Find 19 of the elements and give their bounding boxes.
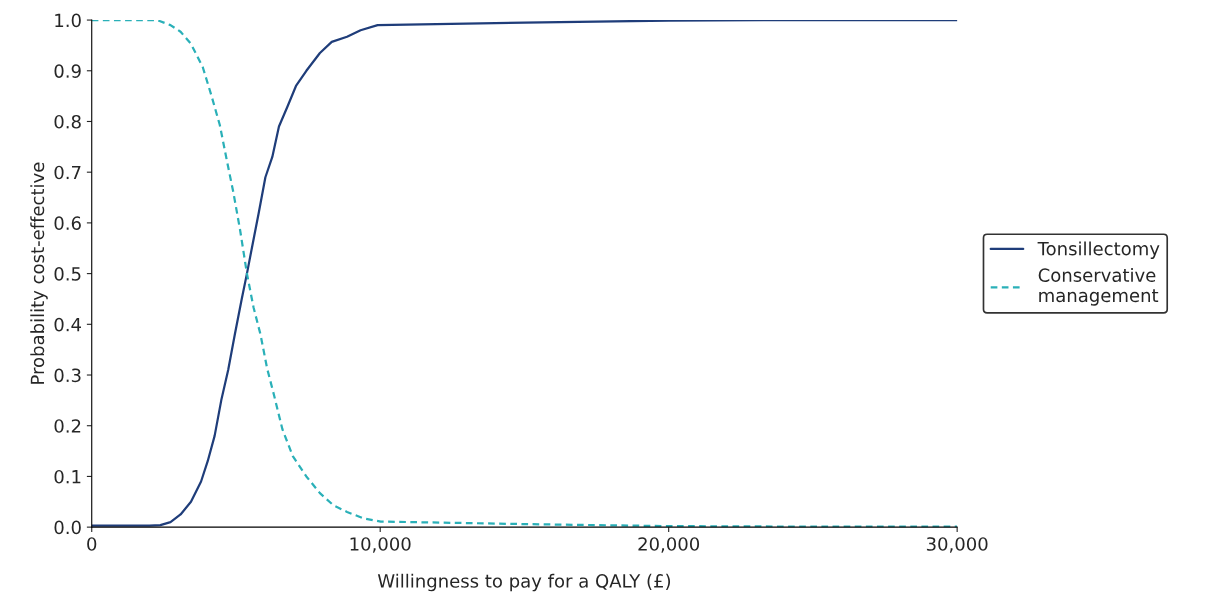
y-tick-label: 0.5 xyxy=(54,267,81,281)
y-tick-label: 0.1 xyxy=(54,469,81,484)
y-tick-label: 0.9 xyxy=(54,64,81,78)
x-tick-label: 20,000 xyxy=(638,537,700,553)
legend-label: Tonsillectomy xyxy=(1037,241,1160,259)
x-tick-label: 30,000 xyxy=(926,537,988,553)
legend-label: Conservative management xyxy=(1038,268,1159,306)
y-tick-label: 0.2 xyxy=(54,419,81,433)
x-tick-label: 10,000 xyxy=(350,537,411,553)
y-tick-label: 0.8 xyxy=(54,114,81,129)
y-tick-label: 0.4 xyxy=(54,317,81,332)
x-axis-title: Willingness to pay for a QALY (£) xyxy=(377,573,671,592)
y-tick-label: 0.0 xyxy=(54,520,81,535)
y-tick-label: 0.7 xyxy=(54,165,81,180)
x-tick-label: 0 xyxy=(87,537,97,551)
y-tick-label: 1.0 xyxy=(55,13,81,28)
y-axis-title: Probability cost-effective xyxy=(30,162,48,384)
y-tick-label: 0.6 xyxy=(54,216,81,231)
y-tick-label: 0.3 xyxy=(54,368,81,383)
